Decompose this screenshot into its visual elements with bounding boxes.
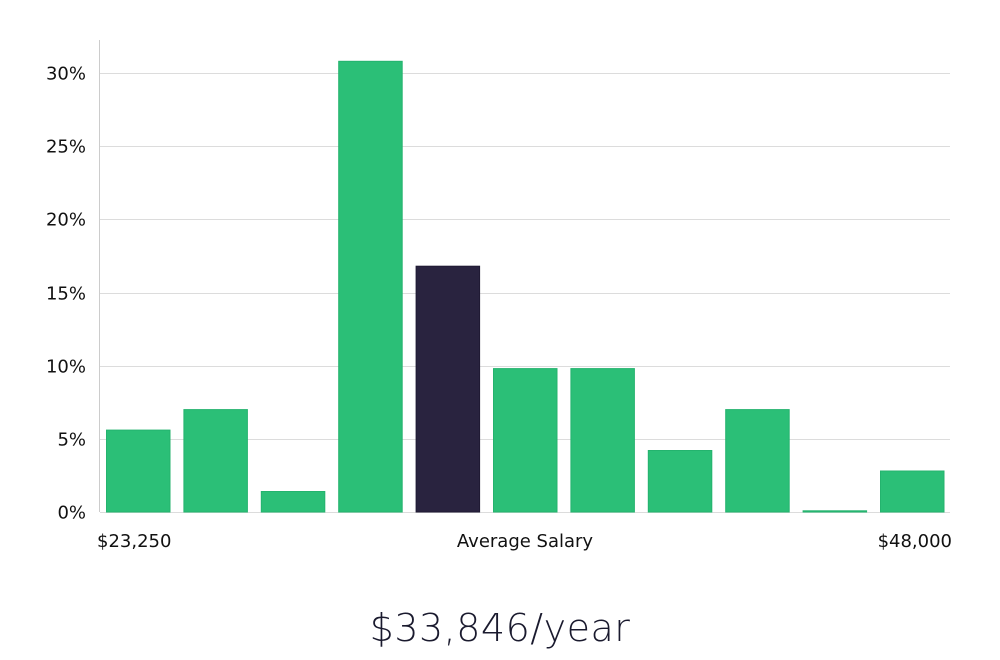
average-salary-headline: $33,846/year xyxy=(369,606,631,650)
x-min-label: $23,250 xyxy=(97,531,171,552)
bar xyxy=(493,368,558,513)
y-tick-label: 0% xyxy=(57,503,86,524)
y-tick-label: 20% xyxy=(46,210,86,231)
bar xyxy=(338,60,403,513)
bar xyxy=(183,409,248,513)
y-tick-label: 30% xyxy=(46,64,86,85)
bar xyxy=(106,429,171,513)
salary-histogram: 0% 5% 10% 15% 20% 25% 30% $23,250 Average Sala… xyxy=(46,40,952,552)
bar-average-salary xyxy=(415,265,481,513)
y-tick-label: 15% xyxy=(46,284,86,305)
bar xyxy=(647,450,713,513)
y-tick-label: 10% xyxy=(46,357,86,378)
bar xyxy=(570,368,635,513)
x-center-label: Average Salary xyxy=(457,531,594,552)
y-tick-label: 5% xyxy=(57,430,86,451)
bar xyxy=(880,470,945,513)
bar xyxy=(802,510,868,513)
x-max-label: $48,000 xyxy=(878,531,952,552)
bars xyxy=(106,60,945,513)
bar xyxy=(260,491,326,513)
bar xyxy=(725,409,790,513)
y-tick-label: 25% xyxy=(46,137,86,158)
y-tick-labels: 0% 5% 10% 15% 20% 25% 30% xyxy=(46,64,86,524)
